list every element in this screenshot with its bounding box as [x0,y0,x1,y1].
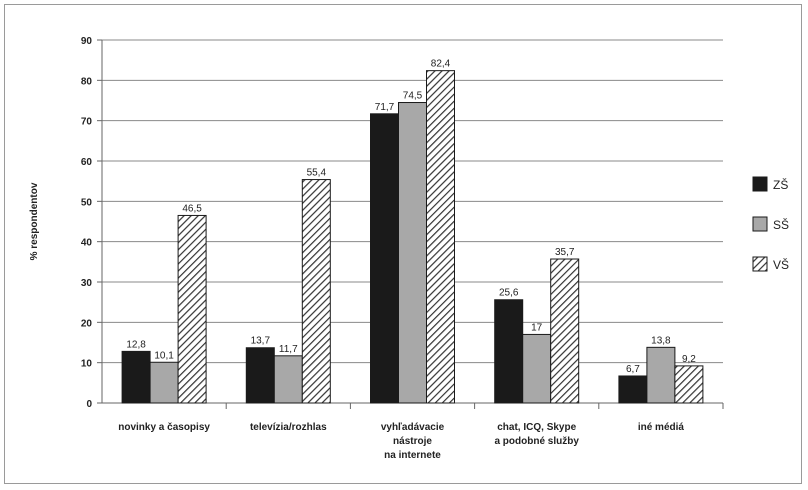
bar-VŠ-3 [426,70,455,404]
data-label: 12,8 [126,339,146,350]
data-label: 74,5 [403,91,423,102]
legend-label: VŠ [773,257,789,272]
data-label: 25,6 [499,288,519,299]
bar-ZŠ-3 [370,113,399,404]
chart-frame: 0 10 20 30 40 50 60 70 80 90 % respondentov novinky… [4,4,802,484]
y-tick-label: 0 [86,399,92,410]
legend-label: ZŠ [773,177,788,192]
x-tick-label: televízia/rozhlas [250,422,327,433]
y-tick-label: 40 [81,238,93,249]
x-tick-label: novinky a časopisy [118,422,210,433]
data-labels: 12,8 10,1 46,5 13,7 11,7 55,4 71,7 74,5 82,4 25,6… [126,59,696,375]
x-tick-label: iné médiá [638,422,685,433]
legend-swatch [752,216,768,232]
y-tick-label: 20 [81,318,93,329]
y-axis-title: % respondentov [29,182,40,260]
legend-swatch [752,256,768,272]
y-tick-label: 70 [81,117,93,128]
y-tick-label: 50 [81,197,93,208]
bar-ZŠ-2 [245,347,275,404]
bar-SŠ-1 [149,361,179,404]
legend-label: SŠ [773,217,789,232]
bar-SŠ-4 [522,333,552,404]
bar-SŠ-3 [398,102,427,404]
bar-VŠ-4 [550,258,580,404]
data-label: 13,7 [251,336,271,347]
data-label: 71,7 [375,102,395,113]
data-label: 13,8 [651,335,671,346]
data-label: 35,7 [555,247,575,258]
bar-SŠ-5 [646,346,676,404]
y-tick-label: 10 [81,359,93,370]
x-tick-label: vyhľadávacie nástroje na internete [381,422,445,461]
bar-ZŠ-1 [121,350,151,404]
axes: 0 10 20 30 40 50 60 70 80 90 % respondentov novinky… [29,36,724,461]
legend-swatch [752,176,768,192]
bar-ZŠ-4 [494,299,524,404]
y-tick-label: 60 [81,157,93,168]
legend: ZŠ SŠ VŠ [752,176,789,272]
bar-ZŠ-5 [618,375,648,404]
bar-VŠ-1 [177,214,207,404]
y-tick-label: 90 [81,36,93,47]
x-tick-label: chat, ICQ, Skype a podobné služby [494,422,579,447]
data-label: 11,7 [279,344,298,355]
bar-chart: 0 10 20 30 40 50 60 70 80 90 % respondentov novinky… [29,36,789,461]
data-label: 10,1 [154,350,174,361]
bar-VŠ-5 [674,365,704,404]
data-label: 6,7 [626,364,640,375]
data-label: 82,4 [431,59,451,70]
data-label: 17 [531,322,543,333]
bar-SŠ-2 [273,355,303,404]
y-tick-label: 30 [81,278,93,289]
data-label: 9,2 [682,354,696,365]
data-label: 55,4 [307,168,327,179]
data-label: 46,5 [182,203,202,214]
y-tick-label: 80 [81,76,93,87]
bars [121,70,704,404]
bar-VŠ-2 [301,179,331,404]
